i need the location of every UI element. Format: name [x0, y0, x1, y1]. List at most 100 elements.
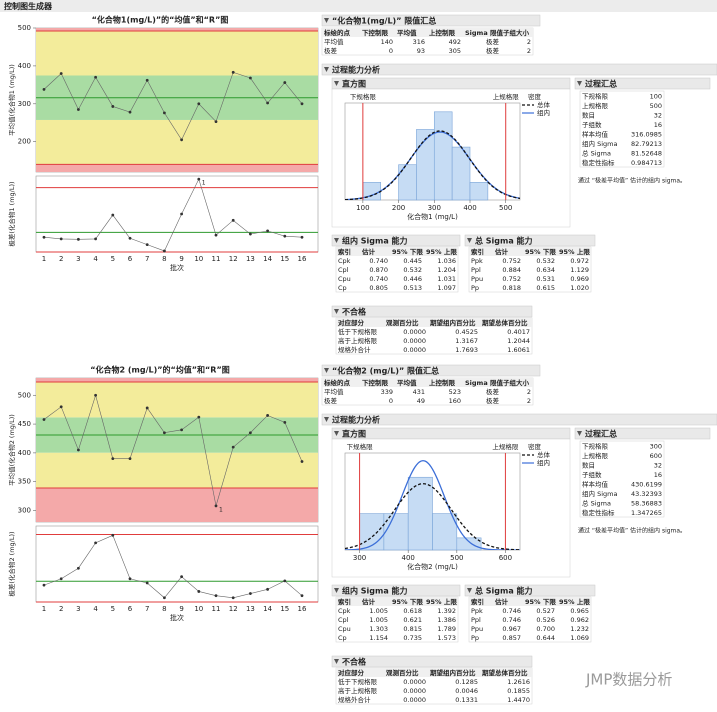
table-cell: 平均值 [324, 387, 344, 396]
table-cell: 16 [654, 471, 662, 479]
table-cell: Ppu [471, 625, 483, 633]
x-tick-label: 300 [353, 554, 366, 562]
table-cell: 0.0000 [403, 678, 426, 686]
table-cell: 样本均值 [582, 129, 609, 138]
y-tick-label: 200 [18, 138, 31, 146]
table-cell: 1.020 [570, 284, 589, 292]
table-cell: 0.965 [570, 607, 589, 615]
table-header: 索引 [471, 247, 484, 256]
overall-title: 总 Sigma 能力 [475, 236, 533, 246]
table-cell: 0.972 [570, 257, 589, 265]
x-tick-label: 3 [76, 605, 80, 613]
data-point [77, 108, 80, 111]
table-header: Sigma 限值 [465, 378, 503, 387]
table-cell: Cpl [338, 616, 349, 624]
data-point [197, 177, 201, 181]
table-header: 平均值 [397, 378, 417, 387]
table-cell: 316 [413, 38, 425, 46]
table-cell: 140 [381, 38, 393, 46]
table-cell: 0.445 [403, 257, 422, 265]
data-point [214, 504, 218, 508]
disclosure-icon [334, 431, 339, 436]
table-cell: Ppu [471, 275, 483, 283]
x-tick-label: 8 [162, 255, 166, 263]
x-tick-label: 600 [499, 554, 512, 562]
summary-note: 通过 “极差平均值” 估计的组内 sigma。 [578, 527, 686, 535]
table-header: Sigma 限值 [465, 28, 503, 37]
table-cell: 极差 [486, 387, 500, 396]
y-tick-label: 300 [18, 506, 31, 514]
x-axis-label: 化合物1 (mg/L) [407, 212, 458, 221]
table-cell: 上规格限 [582, 101, 609, 110]
table-cell: 58.36883 [631, 499, 662, 507]
x-tick-label: 14 [263, 605, 272, 613]
table-header: 观测百分比 [386, 668, 419, 677]
data-point [249, 592, 252, 595]
table-cell: 1.005 [369, 616, 388, 624]
table-cell: 523 [449, 388, 461, 396]
table-cell: 极差 [486, 396, 500, 405]
table-cell: Cpl [338, 266, 349, 274]
x-tick-label: 15 [280, 605, 289, 613]
data-point [180, 428, 184, 432]
data-point [77, 448, 80, 452]
table-header: 95% 下限 [392, 247, 423, 256]
table-cell: 1.2044 [507, 337, 530, 345]
overall-title: 总 Sigma 能力 [475, 586, 533, 596]
table-header: 期望组内百分比 [430, 318, 476, 327]
capability-title: 过程能力分析 [332, 415, 380, 425]
table-cell: 0.0000 [403, 328, 426, 336]
table-cell: 0.1285 [455, 678, 478, 686]
table-cell: 600 [650, 452, 662, 460]
table-cell: 0.532 [403, 266, 422, 274]
within-title: 组内 Sigma 能力 [342, 586, 408, 596]
y-axis-label: 极差(化合物2 (mg/L)) [7, 531, 16, 596]
table-header-bg [469, 597, 591, 606]
data-point [59, 405, 63, 409]
summary-title-bar [574, 427, 711, 440]
table-cell: Cp [338, 284, 347, 292]
table-cell: 0.644 [536, 634, 555, 642]
data-line [43, 534, 303, 599]
table-cell: 1.789 [437, 625, 456, 633]
histogram-bar [398, 164, 417, 201]
table-cell: 430.6199 [631, 480, 662, 488]
table-cell: 0.618 [403, 607, 422, 615]
table-header: 估计 [361, 597, 376, 606]
x-tick-label: 10 [194, 605, 203, 613]
table-cell: 0.0046 [455, 687, 478, 695]
table-cell: 1.3167 [455, 337, 478, 345]
table-cell: 规格外合计 [338, 345, 371, 354]
table-cell: Ppl [471, 266, 481, 274]
data-point [300, 460, 304, 463]
data-point [145, 406, 149, 410]
table-header: 对应部分 [338, 668, 365, 677]
table-cell: 数目 [582, 110, 595, 119]
table-cell: 1.204 [437, 266, 456, 274]
data-point [94, 541, 97, 545]
histogram-bar [433, 111, 453, 201]
table-cell: 0.815 [403, 625, 422, 633]
table-cell: 0.0000 [403, 346, 426, 354]
overall-curve [345, 483, 520, 550]
table-cell: 0.4525 [455, 328, 478, 336]
x-tick-label: 500 [499, 204, 512, 212]
table-cell: Ppl [471, 616, 481, 624]
table-cell: 0.962 [570, 616, 589, 624]
y-axis-label: 平均值(化合物1 (mg/L)) [7, 64, 16, 136]
nonconformance-title-bar [331, 655, 533, 668]
histogram-bar [456, 537, 482, 551]
table-header-bg [322, 378, 533, 387]
disclosure-icon [334, 588, 339, 593]
table-cell: 高于上规格限 [338, 686, 378, 695]
data-point [42, 235, 46, 239]
capability-title: 过程能力分析 [332, 65, 380, 75]
table-header-bg [469, 247, 591, 256]
table-header: 估计 [494, 597, 509, 606]
data-point [197, 590, 201, 593]
x-tick-label: 13 [246, 255, 255, 263]
table-cell: 样本均值 [582, 479, 609, 488]
table-cell: 规格外合计 [338, 695, 371, 704]
spec-label: 下规格限 [350, 92, 377, 101]
table-cell: 组内 Sigma [582, 489, 617, 498]
